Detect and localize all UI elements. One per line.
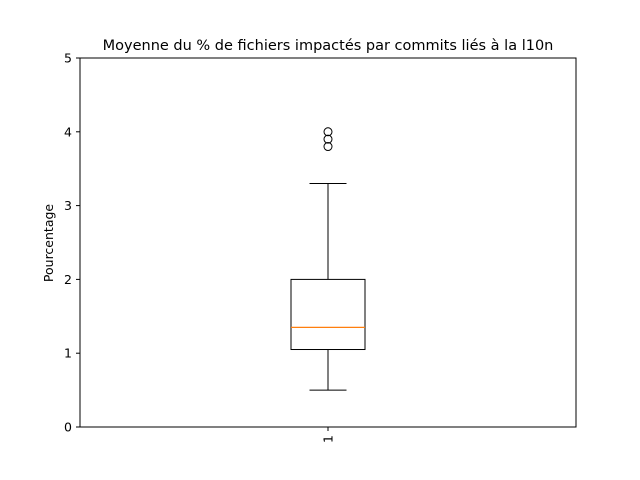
y-tick-label: 3 (64, 198, 72, 213)
y-tick-label: 0 (64, 420, 72, 435)
x-tick-label: 1 (321, 435, 336, 443)
y-tick-label: 2 (64, 272, 72, 287)
chart-title: Moyenne du % de fichiers impactés par co… (103, 38, 554, 54)
y-tick-label: 1 (64, 346, 72, 361)
outlier-point (323, 134, 333, 144)
box-1 (290, 127, 366, 391)
outlier-point (323, 142, 333, 152)
y-axis-label: Pourcentage (41, 204, 56, 283)
y-tick-label: 5 (64, 51, 72, 66)
outlier-point (323, 127, 333, 137)
y-axis: 0 1 2 3 4 5 (64, 51, 80, 435)
y-tick-label: 4 (64, 124, 72, 139)
x-axis: 1 (321, 427, 336, 443)
box-series (290, 127, 366, 391)
box-iqr (290, 278, 366, 351)
